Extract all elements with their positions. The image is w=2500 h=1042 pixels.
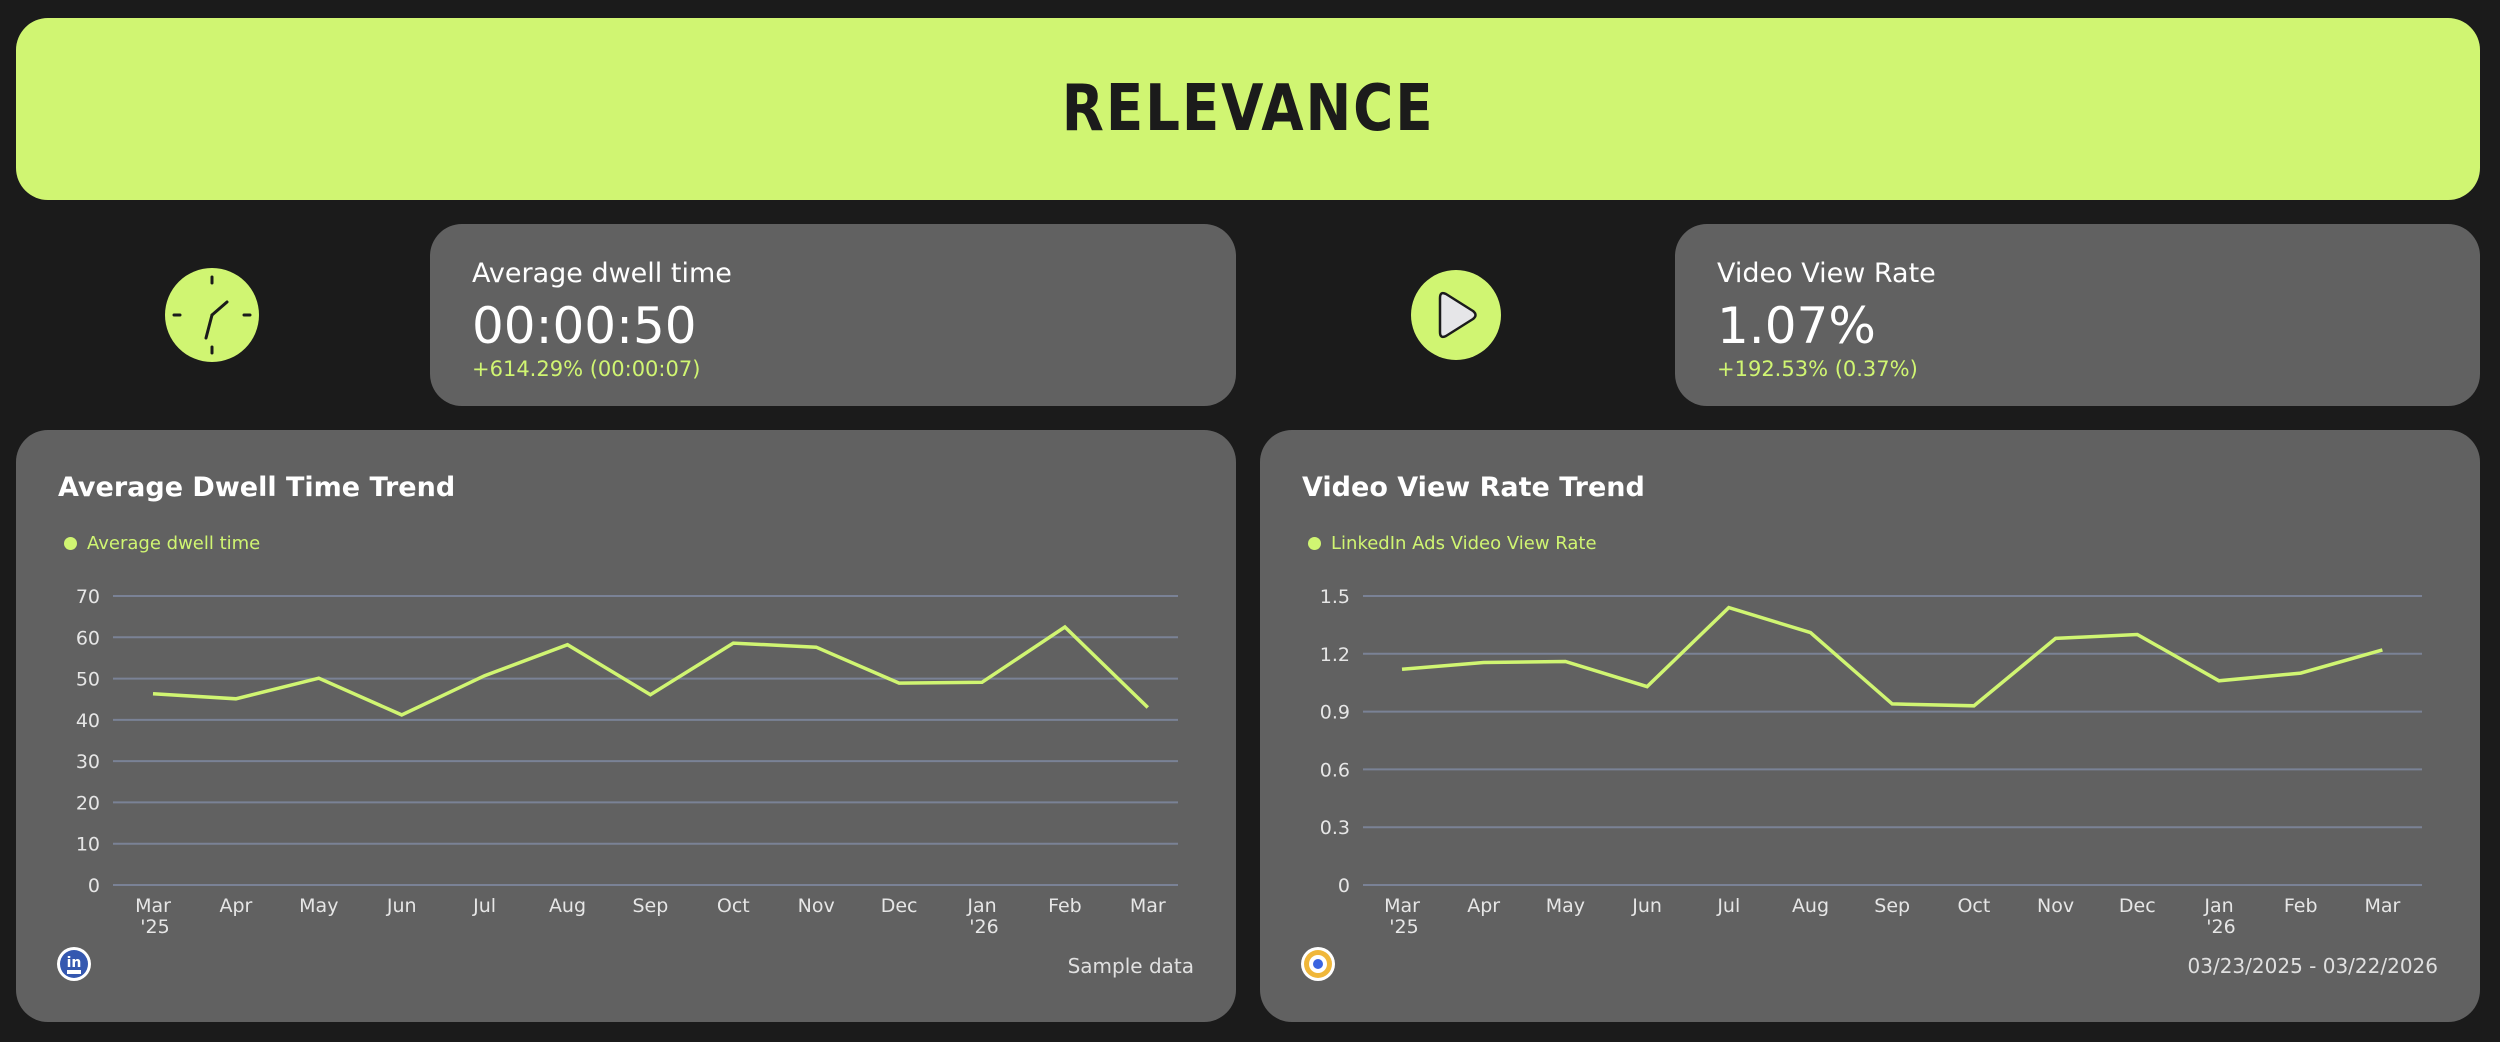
kpi-card-video-view-rate: Video View Rate 1.07% +192.53% (0.37%) bbox=[1675, 224, 2480, 406]
svg-text:0.3: 0.3 bbox=[1320, 817, 1350, 839]
kpi-card-dwell-time: Average dwell time 00:00:50 +614.29% (00… bbox=[430, 224, 1236, 406]
play-icon bbox=[1411, 270, 1501, 360]
chart-card-dwell-time: Average Dwell Time Trend Average dwell t… bbox=[16, 430, 1236, 1022]
svg-text:Oct: Oct bbox=[1957, 895, 1990, 917]
svg-text:20: 20 bbox=[76, 792, 100, 814]
chart-footer: Sample data bbox=[1067, 954, 1194, 978]
svg-text:Nov: Nov bbox=[2037, 895, 2074, 917]
page-title: RELEVANCE bbox=[1061, 72, 1435, 146]
svg-text:Aug: Aug bbox=[549, 895, 586, 917]
chart-title: Video View Rate Trend bbox=[1302, 472, 1645, 503]
kpi-label: Video View Rate bbox=[1717, 258, 1936, 289]
target-icon bbox=[1301, 947, 1335, 981]
svg-text:Jul: Jul bbox=[1716, 895, 1740, 917]
svg-text:Sep: Sep bbox=[1874, 895, 1910, 917]
svg-text:Jan: Jan bbox=[2203, 895, 2233, 917]
chart-title: Average Dwell Time Trend bbox=[58, 472, 456, 503]
svg-text:Mar: Mar bbox=[135, 895, 171, 917]
svg-text:1.2: 1.2 bbox=[1320, 644, 1350, 666]
kpi-label: Average dwell time bbox=[472, 258, 732, 289]
svg-text:Aug: Aug bbox=[1792, 895, 1829, 917]
svg-text:0: 0 bbox=[1338, 875, 1350, 897]
svg-text:Apr: Apr bbox=[219, 895, 252, 917]
svg-text:Jul: Jul bbox=[472, 895, 496, 917]
svg-text:Dec: Dec bbox=[881, 895, 918, 917]
kpi-delta: +614.29% (00:00:07) bbox=[472, 357, 701, 381]
svg-text:'26: '26 bbox=[969, 916, 998, 938]
chart-legend[interactable]: LinkedIn Ads Video View Rate bbox=[1308, 533, 1597, 554]
svg-text:0.9: 0.9 bbox=[1320, 702, 1350, 724]
svg-text:'25: '25 bbox=[140, 916, 169, 938]
clock-icon bbox=[165, 268, 259, 362]
svg-text:Nov: Nov bbox=[798, 895, 835, 917]
svg-text:Sep: Sep bbox=[632, 895, 668, 917]
svg-text:Apr: Apr bbox=[1467, 895, 1500, 917]
svg-text:0: 0 bbox=[88, 875, 100, 897]
legend-label: LinkedIn Ads Video View Rate bbox=[1331, 533, 1597, 554]
kpi-value: 00:00:50 bbox=[472, 297, 697, 355]
svg-text:Mar: Mar bbox=[2364, 895, 2400, 917]
chart-footer: 03/23/2025 - 03/22/2026 bbox=[2187, 954, 2438, 978]
svg-text:May: May bbox=[299, 895, 338, 917]
svg-text:1.5: 1.5 bbox=[1320, 586, 1350, 608]
svg-text:50: 50 bbox=[76, 669, 100, 691]
svg-text:60: 60 bbox=[76, 627, 100, 649]
svg-text:in: in bbox=[67, 955, 82, 971]
svg-text:Oct: Oct bbox=[717, 895, 750, 917]
legend-dot-icon bbox=[64, 537, 77, 550]
chart-card-video-view-rate: Video View Rate Trend LinkedIn Ads Video… bbox=[1260, 430, 2480, 1022]
kpi-delta: +192.53% (0.37%) bbox=[1717, 357, 1918, 381]
svg-text:Jun: Jun bbox=[1631, 895, 1662, 917]
svg-text:'26: '26 bbox=[2206, 916, 2235, 938]
svg-text:Feb: Feb bbox=[2284, 895, 2318, 917]
svg-text:Mar: Mar bbox=[1130, 895, 1166, 917]
legend-label: Average dwell time bbox=[87, 533, 261, 554]
kpi-value: 1.07% bbox=[1717, 297, 1876, 355]
legend-dot-icon bbox=[1308, 537, 1321, 550]
page-header: RELEVANCE bbox=[16, 18, 2480, 200]
svg-text:Mar: Mar bbox=[1384, 895, 1420, 917]
svg-text:40: 40 bbox=[76, 710, 100, 732]
svg-text:May: May bbox=[1546, 895, 1585, 917]
chart-legend[interactable]: Average dwell time bbox=[64, 533, 260, 554]
svg-text:Feb: Feb bbox=[1048, 895, 1082, 917]
svg-text:0.6: 0.6 bbox=[1320, 759, 1350, 781]
svg-text:Jan: Jan bbox=[966, 895, 996, 917]
svg-text:'25: '25 bbox=[1389, 916, 1418, 938]
linkedin-icon: in bbox=[57, 947, 91, 981]
svg-text:70: 70 bbox=[76, 586, 100, 608]
svg-text:10: 10 bbox=[76, 834, 100, 856]
svg-text:Jun: Jun bbox=[386, 895, 417, 917]
svg-text:30: 30 bbox=[76, 751, 100, 773]
svg-text:Dec: Dec bbox=[2119, 895, 2156, 917]
